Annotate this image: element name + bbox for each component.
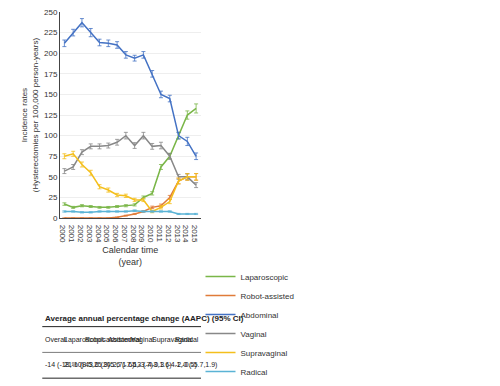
svg-text:-14 (-18,-10): -14 (-18,-10) <box>45 361 84 369</box>
svg-text:75: 75 <box>48 152 57 161</box>
svg-text:100: 100 <box>44 131 58 140</box>
svg-text:Incidence rates(Hysterectomies: Incidence rates(Hysterectomies per 100,0… <box>20 38 39 193</box>
svg-text:0: 0 <box>53 214 58 223</box>
svg-text:Robot-assisted: Robot-assisted <box>241 292 294 301</box>
svg-text:-5.6 (-7.5,-3.7): -5.6 (-7.5,-3.7) <box>108 361 153 369</box>
svg-text:Laparoscopic: Laparoscopic <box>64 336 106 344</box>
svg-text:2013: 2013 <box>173 225 182 243</box>
svg-text:2009: 2009 <box>137 225 146 243</box>
svg-text:43.6 (20.2,71.6): 43.6 (20.2,71.6) <box>85 361 134 369</box>
svg-text:Robot-assistedᵃ: Robot-assistedᵃ <box>85 336 135 343</box>
svg-text:Vaginal: Vaginal <box>131 336 154 344</box>
svg-text:Supravaginal: Supravaginal <box>152 336 193 344</box>
svg-text:2004: 2004 <box>94 225 103 243</box>
svg-text:Radical: Radical <box>175 336 199 343</box>
svg-text:2007: 2007 <box>120 225 129 243</box>
svg-text:Laparoscopic: Laparoscopic <box>241 273 289 282</box>
svg-text:50: 50 <box>48 173 57 182</box>
svg-text:175: 175 <box>44 70 58 79</box>
svg-text:Abdominal: Abdominal <box>108 336 142 343</box>
svg-text:-13 (-4.3,1.6): -13 (-4.3,1.6) <box>131 361 171 369</box>
svg-text:2005: 2005 <box>102 225 111 243</box>
svg-text:21% (8.5,25.9): 21% (8.5,25.9) <box>64 361 110 369</box>
svg-text:2002: 2002 <box>76 225 85 243</box>
svg-text:225: 225 <box>44 28 58 37</box>
svg-text:2012: 2012 <box>164 225 173 243</box>
svg-text:2001: 2001 <box>67 225 76 243</box>
svg-text:Radical: Radical <box>241 368 268 377</box>
svg-text:Average annual percentage chan: Average annual percentage change (AAPC) … <box>45 314 244 323</box>
svg-text:2014: 2014 <box>181 225 190 243</box>
svg-text:Calendar time(year): Calendar time(year) <box>102 245 158 267</box>
svg-text:2011: 2011 <box>155 225 164 243</box>
svg-text:25: 25 <box>48 193 57 202</box>
svg-text:2003: 2003 <box>85 225 94 243</box>
svg-text:Overall: Overall <box>45 336 68 343</box>
svg-text:2006: 2006 <box>111 225 120 243</box>
svg-text:150: 150 <box>44 90 58 99</box>
svg-text:Supravaginal: Supravaginal <box>241 349 288 358</box>
svg-text:125: 125 <box>44 111 58 120</box>
svg-text:2010: 2010 <box>146 225 155 243</box>
svg-text:-0.3 (-4.1,-0.5): -0.3 (-4.1,-0.5) <box>152 361 197 369</box>
svg-text:2000: 2000 <box>58 225 67 243</box>
svg-text:2008: 2008 <box>129 225 138 243</box>
svg-text:Abdominal: Abdominal <box>241 311 279 320</box>
svg-text:200: 200 <box>44 49 58 58</box>
svg-text:2015: 2015 <box>190 225 199 243</box>
svg-text:250: 250 <box>44 8 58 17</box>
svg-text:Vaginal: Vaginal <box>241 330 267 339</box>
svg-text:-2.0 (-5.7,1.9): -2.0 (-5.7,1.9) <box>175 361 217 369</box>
